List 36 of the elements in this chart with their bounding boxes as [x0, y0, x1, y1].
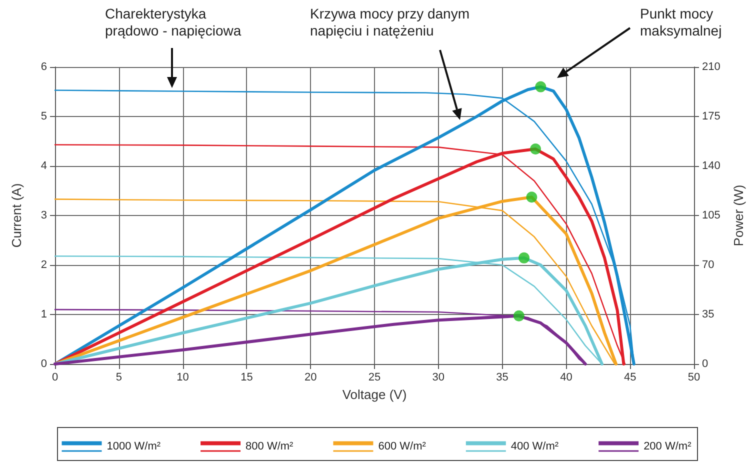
y-tick-label: 4	[40, 160, 47, 172]
text: Punkt mocy maksymalnej	[640, 6, 722, 38]
x-tick-label: 15	[240, 372, 253, 384]
y-tick-label: 1	[40, 308, 47, 320]
x-tick-label: 25	[368, 372, 381, 384]
x-axis-title: Voltage (V)	[342, 387, 407, 402]
y2-tick-label: 35	[702, 308, 714, 320]
y2-tick-label: 0	[702, 358, 708, 370]
y-tick-label: 6	[40, 61, 47, 73]
x-tick-label: 50	[688, 372, 700, 384]
legend-label: 200 W/m²	[644, 440, 692, 452]
y2-tick-label: 105	[702, 210, 720, 222]
x-tick-label: 20	[304, 372, 317, 384]
x-tick-label: 0	[52, 372, 58, 384]
legend-label: 600 W/m²	[378, 440, 426, 452]
legend-label: 1000 W/m²	[106, 440, 161, 452]
y2-tick-label: 210	[702, 61, 720, 73]
legend-label: 800 W/m²	[246, 440, 294, 452]
legend-label: 400 W/m²	[510, 440, 559, 452]
y2-tick-label: 140	[702, 160, 720, 172]
x-tick-label: 30	[432, 372, 445, 384]
text: Charekterystyka prądowo - napięciowa	[105, 6, 242, 38]
y2-axis-title: Power (W)	[731, 184, 746, 246]
x-tick-label: 45	[624, 372, 636, 384]
x-tick-label: 40	[560, 372, 572, 384]
y-tick-label: 5	[40, 110, 47, 122]
y2-tick-label: 70	[702, 259, 714, 271]
text: Krzywa mocy przy danym napięciu i natężeniu	[310, 6, 470, 38]
x-tick-label: 35	[496, 372, 508, 384]
y-tick-label: 3	[40, 210, 47, 222]
y-tick-label: 0	[40, 358, 47, 370]
y2-tick-label: 175	[702, 110, 720, 122]
x-tick-label: 5	[116, 372, 122, 384]
y-axis-title: Current (A)	[9, 183, 24, 248]
x-tick-label: 10	[176, 372, 189, 384]
y-tick-label: 2	[40, 259, 47, 271]
